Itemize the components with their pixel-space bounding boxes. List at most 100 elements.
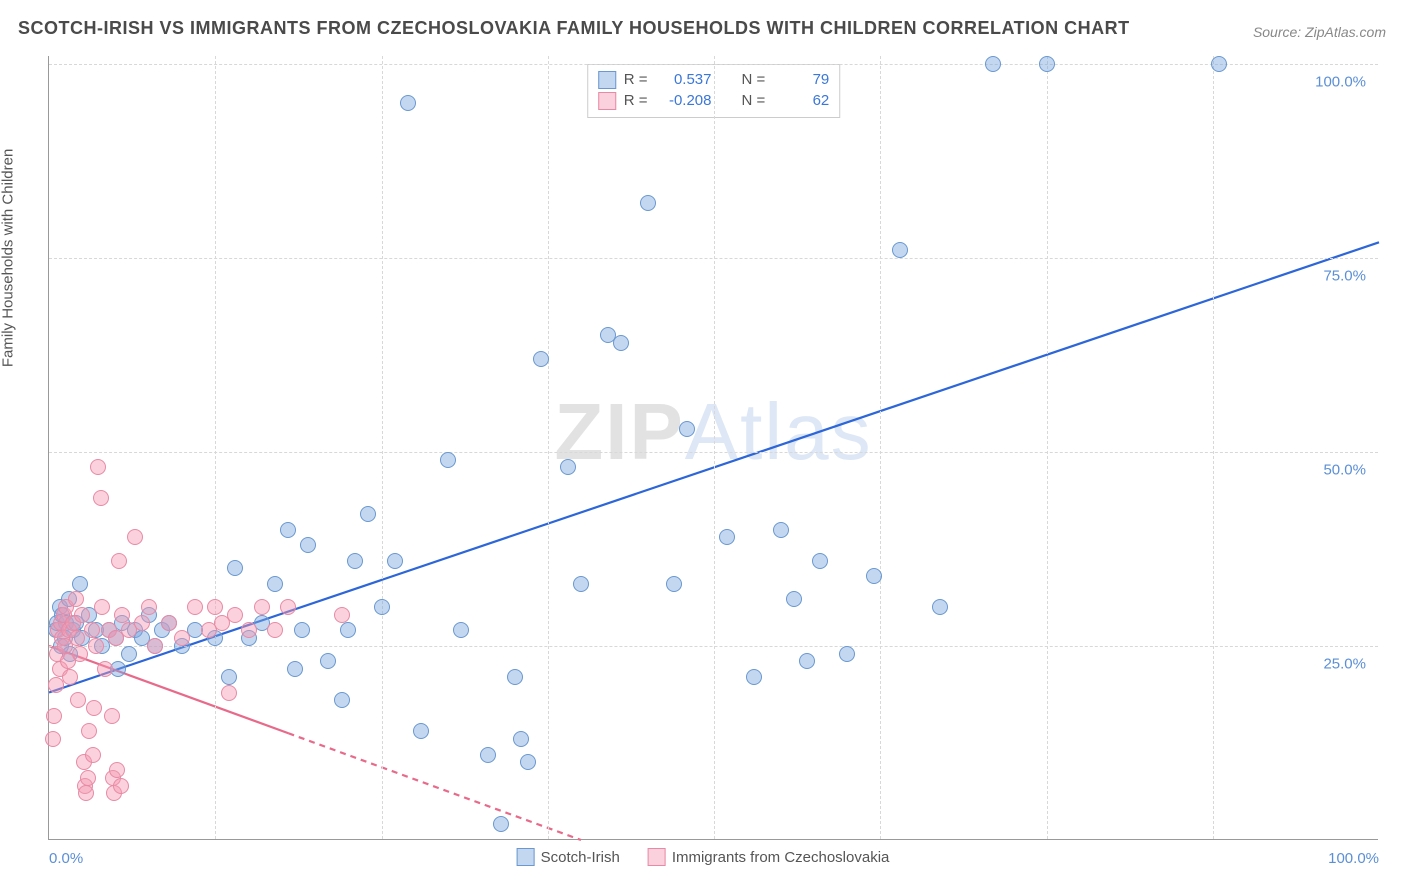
scatter-point [300,537,316,553]
scatter-point [1211,56,1227,72]
scatter-point [46,708,62,724]
bottom-legend: Scotch-Irish Immigrants from Czechoslova… [517,848,890,866]
scatter-point [104,708,120,724]
scatter-point [86,700,102,716]
scatter-point [347,553,363,569]
scatter-point [294,622,310,638]
scatter-point [147,638,163,654]
scatter-point [866,568,882,584]
scatter-point [719,529,735,545]
legend-label-2: Immigrants from Czechoslovakia [672,849,890,866]
stat-n-value-2: 62 [773,90,829,111]
scatter-point [892,242,908,258]
scatter-point [121,646,137,662]
scatter-point [221,685,237,701]
scatter-point [573,576,589,592]
x-tick-label: 0.0% [49,850,83,867]
scatter-point [72,646,88,662]
scatter-point [85,747,101,763]
scatter-point [70,692,86,708]
scatter-point [227,560,243,576]
scatter-point [773,522,789,538]
scatter-point [267,622,283,638]
scatter-point [1039,56,1055,72]
scatter-point [69,630,85,646]
scatter-point [340,622,356,638]
scatter-point [62,669,78,685]
scatter-point [812,553,828,569]
grid-vertical [1047,56,1048,839]
trend-line [288,733,581,840]
scatter-point [207,599,223,615]
scatter-point [254,599,270,615]
scatter-point [93,490,109,506]
stat-r-label: R = [624,90,648,111]
grid-vertical [714,56,715,839]
legend-item-2: Immigrants from Czechoslovakia [648,848,890,866]
scatter-point [287,661,303,677]
scatter-point [267,576,283,592]
scatter-point [134,615,150,631]
scatter-point [746,669,762,685]
scatter-point [161,615,177,631]
scatter-point [666,576,682,592]
scatter-point [480,747,496,763]
legend-swatch-1 [517,848,535,866]
scatter-point [113,778,129,794]
scatter-point [560,459,576,475]
stat-n-value-1: 79 [773,69,829,90]
watermark-atlas: Atlas [685,387,873,476]
scatter-point [81,723,97,739]
scatter-point [413,723,429,739]
stat-r-value-1: 0.537 [656,69,712,90]
grid-vertical [548,56,549,839]
scatter-point [111,553,127,569]
scatter-point [88,638,104,654]
scatter-point [127,529,143,545]
scatter-point [280,599,296,615]
grid-vertical [382,56,383,839]
scatter-point [360,506,376,522]
scatter-point [334,692,350,708]
swatch-series-1 [598,71,616,89]
scatter-point [227,607,243,623]
scatter-point [109,762,125,778]
x-tick-label: 100.0% [1328,850,1379,867]
scatter-point [90,459,106,475]
scatter-point [613,335,629,351]
legend-swatch-2 [648,848,666,866]
scatter-point [533,351,549,367]
scatter-point [932,599,948,615]
scatter-point [141,599,157,615]
scatter-point [440,452,456,468]
scatter-point [94,599,110,615]
y-axis-label: Family Households with Children [0,149,17,367]
scatter-point [679,421,695,437]
scatter-point [45,731,61,747]
y-tick-label: 25.0% [1323,655,1366,672]
grid-vertical [880,56,881,839]
scatter-point [80,770,96,786]
stat-n-label: N = [742,69,766,90]
scatter-point [174,630,190,646]
y-tick-label: 100.0% [1315,73,1366,90]
scatter-point [520,754,536,770]
stat-r-label: R = [624,69,648,90]
scatter-point [334,607,350,623]
scatter-point [507,669,523,685]
scatter-point [241,622,257,638]
scatter-plot-area: ZIPAtlas R = 0.537 N = 79 R = -0.208 N =… [48,56,1378,840]
legend-item-1: Scotch-Irish [517,848,620,866]
grid-vertical [215,56,216,839]
scatter-point [114,607,130,623]
scatter-point [786,591,802,607]
scatter-point [799,653,815,669]
scatter-point [74,607,90,623]
scatter-point [72,576,88,592]
source-label: Source: ZipAtlas.com [1253,24,1386,40]
scatter-point [97,661,113,677]
y-tick-label: 75.0% [1323,267,1366,284]
scatter-point [78,785,94,801]
scatter-point [221,669,237,685]
scatter-point [320,653,336,669]
